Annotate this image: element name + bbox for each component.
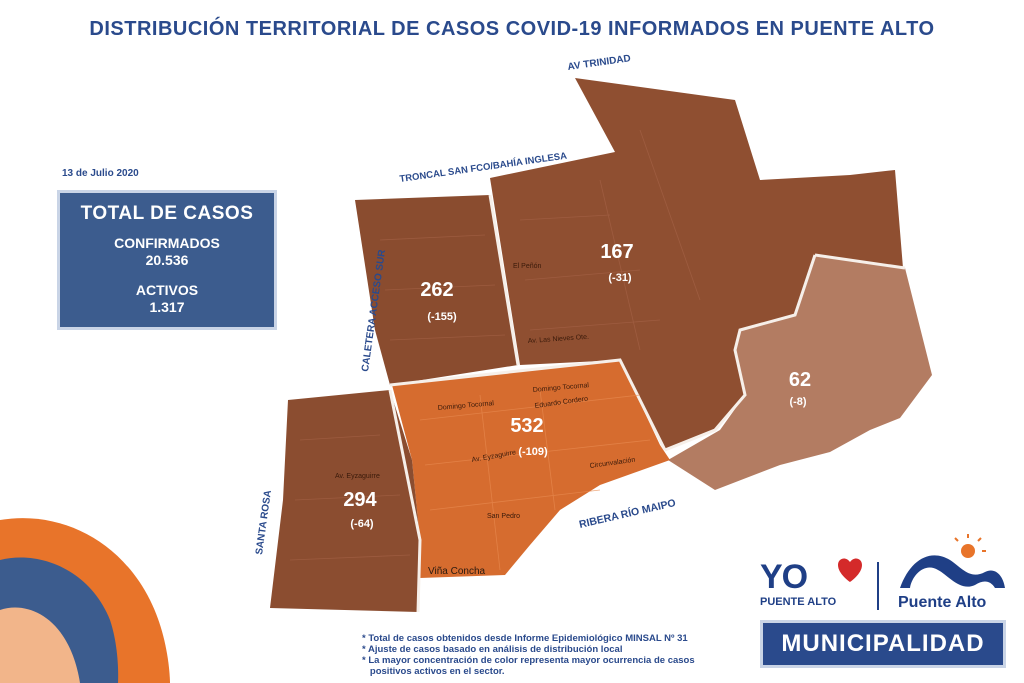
- footnotes: * Total de casos obtenidos desde Informe…: [362, 633, 695, 677]
- sector-c: [392, 360, 670, 578]
- street-penon: El Peñón: [513, 263, 542, 270]
- street-nieves: Av. Las Nieves Ote.: [528, 334, 590, 345]
- confirmed-label: CONFIRMADOS: [114, 235, 220, 251]
- road-ribera: RIBERA RÍO MAIPO: [578, 496, 677, 531]
- street-eyzaguirre-w: Av. Eyzaguirre: [335, 473, 380, 480]
- center-street-texture: [419, 389, 651, 571]
- sector-w-count: 294: [343, 489, 377, 511]
- logo-separator: [877, 562, 879, 610]
- sector-nw-count: 262: [420, 279, 453, 301]
- active-label: ACTIVOS: [135, 282, 199, 298]
- map-title: DISTRIBUCIÓN TERRITORIAL DE CASOS COVID-…: [89, 18, 935, 40]
- sun-icon: [961, 544, 975, 558]
- footnote-1: * Total de casos obtenidos desde Informe…: [362, 633, 688, 644]
- footnote-4: positivos activos en el sector.: [362, 666, 505, 677]
- decor-swoosh-peach: [0, 607, 80, 683]
- yo-logo-text: YO: [760, 558, 808, 596]
- totals-panel: TOTAL DE CASOS CONFIRMADOS 20.536 ACTIVO…: [57, 190, 277, 330]
- active-value: 1.317: [149, 299, 185, 315]
- yo-logo-sub: PUENTE ALTO: [760, 596, 837, 608]
- road-av-trinidad: AV TRINIDAD: [567, 53, 632, 73]
- sector-c-count: 532: [510, 415, 543, 437]
- sector-borders: [388, 194, 906, 613]
- report-date: 13 de Julio 2020: [62, 168, 139, 179]
- sector-nw: [355, 195, 518, 385]
- sun-rays-icon: [954, 534, 986, 552]
- puente-alto-logo-text: Puente Alto: [898, 594, 987, 611]
- street-vina: Viña Concha: [428, 566, 486, 577]
- footnote-2: * Ajuste de casos basado en análisis de …: [362, 644, 623, 655]
- sector-nw-delta: (-155): [427, 311, 457, 323]
- sector-n-delta: (-31): [608, 272, 632, 284]
- street-texture: [289, 129, 701, 561]
- road-santa-rosa: SANTA ROSA: [254, 490, 274, 556]
- sector-e-delta: (-8): [789, 396, 806, 408]
- sector-e-count: 62: [789, 369, 811, 391]
- footnote-3: * La mayor concentración de color repres…: [362, 655, 695, 666]
- sector-n-count: 167: [600, 241, 633, 263]
- sector-n: [490, 78, 903, 450]
- sector-w-delta: (-64): [350, 518, 374, 530]
- totals-heading: TOTAL DE CASOS: [80, 203, 254, 224]
- sector-e: [668, 255, 932, 490]
- mountain-icon: [900, 555, 1005, 588]
- confirmed-value: 20.536: [145, 252, 189, 268]
- puente-alto-logo: [900, 534, 1005, 588]
- street-san-pedro: San Pedro: [487, 513, 520, 520]
- municipalidad-banner: MUNICIPALIDAD: [760, 620, 1006, 668]
- street-domingo-1: Domingo Tocornal: [438, 400, 495, 412]
- heart-icon: [838, 558, 862, 582]
- sector-c-delta: (-109): [518, 446, 548, 458]
- street-domingo-2: Domingo Tocornal: [533, 382, 590, 394]
